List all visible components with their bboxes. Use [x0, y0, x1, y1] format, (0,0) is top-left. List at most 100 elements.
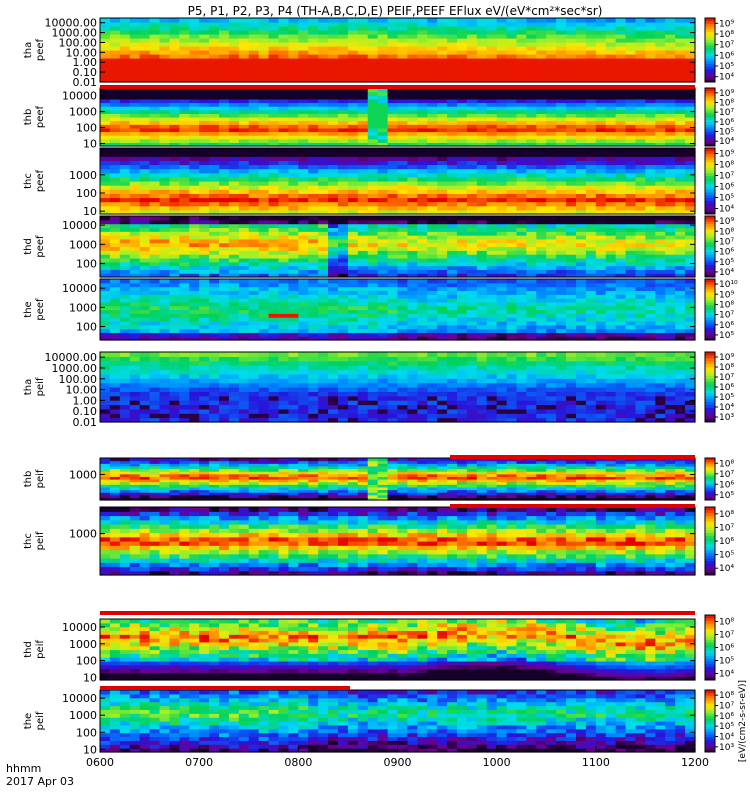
spectrogram-cell [219, 193, 230, 199]
spectrogram-cell [665, 269, 676, 274]
spectrogram-cell [496, 219, 508, 225]
spectrogram-cell [298, 70, 309, 75]
spectrogram-cell [328, 50, 339, 55]
spectrogram-cell [238, 320, 250, 326]
spectrogram-cell [427, 332, 438, 337]
spectrogram-cell [665, 320, 676, 326]
spectrogram-cell [427, 219, 438, 225]
spectrogram-cell [635, 91, 647, 96]
spectrogram-cell [119, 58, 131, 63]
spectrogram-cell [308, 257, 319, 263]
spectrogram-cell [129, 185, 141, 190]
spectrogram-cell [100, 156, 111, 161]
spectrogram-cell [556, 106, 567, 111]
spectrogram-cell [258, 54, 270, 59]
spectrogram-cell [347, 216, 359, 221]
spectrogram-cell [129, 18, 141, 23]
spectrogram-cell [625, 46, 637, 51]
spectrogram-cell [665, 113, 676, 118]
spectrogram-cell [417, 78, 428, 83]
spectrogram-cell [447, 216, 458, 221]
spectrogram-cell [546, 219, 557, 225]
colorbar-segment [705, 52, 715, 56]
spectrogram-cell [119, 320, 131, 326]
spectrogram-cell [119, 113, 131, 118]
spectrogram-cell [566, 38, 577, 43]
spectrogram-cell [546, 160, 557, 166]
spectrogram-cell [566, 332, 577, 337]
spectrogram-cell [655, 30, 666, 35]
spectrogram-cell [238, 172, 250, 178]
spectrogram-cell [100, 269, 111, 274]
spectrogram-cell [159, 78, 171, 83]
spectrogram-cell [457, 50, 468, 55]
spectrogram-cell [357, 282, 369, 288]
spectrogram-cell [338, 286, 349, 292]
spectrogram-cell [328, 273, 339, 278]
spectrogram-cell [189, 34, 200, 39]
spectrogram-cell [278, 336, 290, 341]
y-tick-label: 10 [83, 138, 97, 151]
spectrogram-cell [526, 185, 537, 190]
spectrogram-cell [238, 246, 250, 251]
spectrogram-cell [645, 91, 656, 96]
spectrogram-cell [377, 273, 389, 278]
y-axis-label-product: peef [35, 105, 46, 128]
spectrogram-cell [595, 309, 607, 314]
spectrogram-cell [338, 223, 349, 229]
spectrogram-cell [100, 160, 111, 166]
spectrogram-cell [119, 181, 131, 186]
spectrogram-cell [189, 238, 200, 244]
spectrogram-cell [566, 201, 577, 207]
spectrogram-cell [536, 142, 547, 147]
spectrogram-cell [169, 172, 180, 178]
spectrogram-cell [645, 205, 656, 211]
spectrogram-cell [288, 160, 299, 166]
spectrogram-cell [655, 117, 666, 122]
spectrogram-cell [179, 332, 190, 337]
spectrogram-cell [665, 50, 676, 55]
spectrogram-cell [209, 66, 220, 71]
spectrogram-cell [357, 30, 369, 35]
spectrogram-cell [139, 50, 151, 55]
spectrogram-cell [298, 290, 309, 295]
spectrogram-cell [149, 109, 161, 114]
spectrogram-cell [427, 70, 438, 75]
spectrogram-cell [437, 156, 448, 161]
spectrogram-cell [506, 135, 518, 140]
spectrogram-cell [476, 156, 488, 161]
spectrogram-cell [377, 189, 389, 194]
spectrogram-cell [338, 74, 349, 79]
spectrogram-cell [447, 324, 458, 330]
spectrogram-cell [298, 269, 309, 274]
spectrogram-cell [318, 273, 329, 278]
spectrogram-cell [397, 106, 409, 111]
spectrogram-cell [417, 30, 428, 35]
spectrogram-cell [675, 58, 686, 63]
spectrogram-cell [238, 30, 250, 35]
spectrogram-cell [526, 301, 537, 307]
spectrogram-cell [318, 74, 329, 79]
spectrogram-cell [457, 74, 468, 79]
spectrogram-cell [585, 286, 597, 292]
spectrogram-cell [318, 38, 329, 43]
spectrogram-cell [328, 286, 339, 292]
spectrogram-cell [219, 38, 230, 43]
spectrogram-cell [585, 26, 597, 31]
spectrogram-cell [109, 50, 121, 55]
spectrogram-cell [427, 172, 438, 178]
spectrogram-cell [268, 298, 280, 303]
spectrogram-cell [437, 205, 448, 211]
spectrogram-cell [457, 205, 468, 211]
spectrogram-cell [437, 279, 448, 284]
spectrogram-cell [605, 46, 617, 51]
spectrogram-cell [189, 279, 200, 284]
spectrogram-cell [357, 235, 369, 240]
spectrogram-cell [228, 131, 240, 136]
spectrogram-cell [318, 332, 329, 337]
spectrogram-cell [536, 324, 547, 330]
spectrogram-cell [139, 91, 151, 96]
spectrogram-cell [129, 273, 141, 278]
colorbar-frame [704, 17, 716, 83]
spectrogram-cell [377, 305, 389, 311]
